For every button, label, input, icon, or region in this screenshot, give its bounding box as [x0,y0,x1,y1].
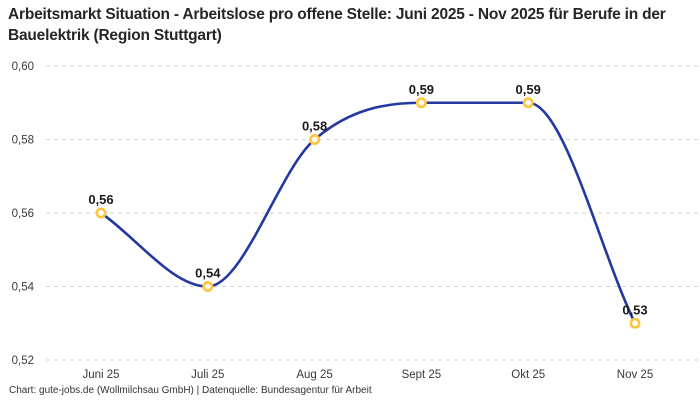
y-axis-tick-label: 0,58 [12,135,34,147]
x-axis-tick-label: Okt 25 [511,369,545,381]
y-axis-tick-label: 0,60 [12,61,34,73]
data-point-marker [522,97,534,109]
data-point-marker [95,207,107,219]
y-axis-tick-label: 0,56 [12,208,34,220]
chart-title: Arbeitsmarkt Situation - Arbeitslose pro… [8,6,666,44]
data-point-marker [309,134,321,146]
data-point-label: 0,54 [195,266,221,281]
y-axis-tick-label: 0,54 [12,282,35,294]
x-axis-tick-label: Sept 25 [402,369,442,381]
data-point-label: 0,59 [409,82,434,97]
data-point-label: 0,59 [516,82,541,97]
y-axis-tick-label: 0,52 [12,355,34,367]
data-point-marker [202,280,214,292]
x-axis-tick-label: Juni 25 [82,369,119,381]
data-point-marker [415,97,427,109]
x-axis-tick-label: Juli 25 [191,369,224,381]
x-axis-tick-label: Nov 25 [617,369,653,381]
x-axis-tick-label: Aug 25 [296,369,332,381]
data-point-marker [629,317,641,329]
data-point-label: 0,56 [88,192,113,207]
data-point-label: 0,53 [622,302,647,317]
data-point-label: 0,58 [302,119,327,134]
chart-credit-line: Chart: gute-jobs.de (Wollmilchsau GmbH) … [9,385,372,396]
